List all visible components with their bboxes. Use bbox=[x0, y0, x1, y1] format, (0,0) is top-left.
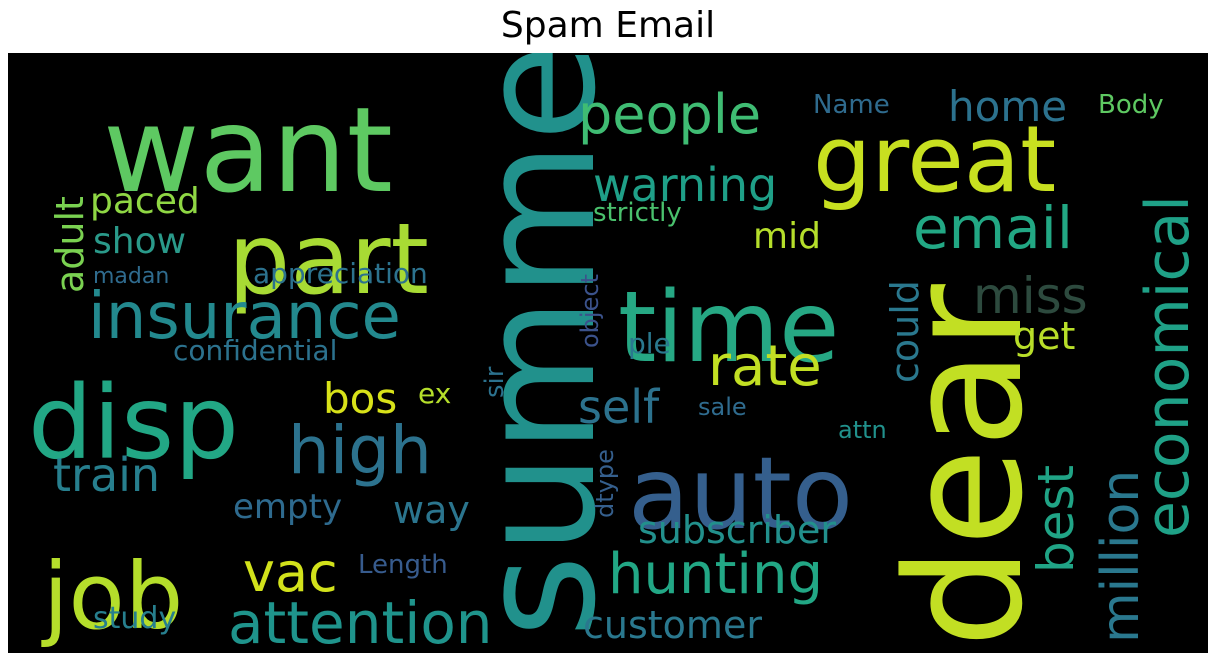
word-attention: attention bbox=[228, 589, 493, 653]
word-insurance: insurance bbox=[88, 280, 401, 354]
word-million: million bbox=[1091, 470, 1151, 643]
word-warning: warning bbox=[593, 158, 777, 212]
word-cloud-canvas: want summer dear great part time disp auto job in… bbox=[8, 53, 1208, 653]
word-email: email bbox=[913, 194, 1073, 262]
word-job: job bbox=[41, 543, 183, 650]
word-ex: ex bbox=[418, 377, 451, 410]
word-show: show bbox=[93, 221, 186, 262]
word-great: great bbox=[813, 106, 1056, 213]
word-madan: madan bbox=[93, 264, 169, 289]
chart-title: Spam Email bbox=[500, 5, 716, 46]
word-subscriber: subscriber bbox=[638, 508, 836, 552]
word-attn: attn bbox=[838, 416, 887, 444]
word-could: could bbox=[883, 280, 927, 383]
word-length: Length bbox=[358, 550, 448, 580]
word-sale: sale bbox=[698, 393, 747, 421]
word-self: self bbox=[578, 380, 661, 434]
word-mid: mid bbox=[753, 216, 821, 257]
word-dtype: dtype bbox=[591, 449, 619, 518]
word-economical: economical bbox=[1133, 195, 1203, 538]
word-ple: ple bbox=[628, 327, 671, 360]
word-high: high bbox=[288, 412, 432, 489]
word-sir: sir bbox=[480, 366, 510, 398]
word-rate: rate bbox=[708, 334, 822, 399]
word-body: Body bbox=[1098, 90, 1164, 120]
word-object: object bbox=[576, 274, 604, 348]
word-people: people bbox=[578, 83, 761, 146]
word-get: get bbox=[1013, 314, 1075, 358]
word-bos: bos bbox=[323, 374, 397, 423]
word-auto: auto bbox=[628, 435, 853, 552]
word-train: train bbox=[53, 448, 160, 502]
word-cloud-svg: want summer dear great part time disp auto job in… bbox=[28, 53, 1203, 653]
word-vac: vac bbox=[243, 541, 338, 604]
word-empty: empty bbox=[233, 487, 342, 527]
word-appreciation: appreciation bbox=[253, 257, 428, 290]
word-home: home bbox=[948, 82, 1067, 131]
word-time: time bbox=[618, 271, 839, 385]
word-dear: dear bbox=[871, 284, 1058, 648]
word-hunting: hunting bbox=[608, 542, 823, 607]
word-name: Name bbox=[813, 90, 890, 120]
word-confidential: confidential bbox=[173, 334, 337, 367]
word-adult: adult bbox=[48, 196, 92, 293]
word-study: study bbox=[93, 601, 176, 636]
word-disp: disp bbox=[28, 364, 239, 483]
word-customer: customer bbox=[583, 603, 762, 647]
word-part: part bbox=[228, 203, 429, 317]
word-strictly: strictly bbox=[593, 198, 682, 228]
word-best: best bbox=[1027, 465, 1085, 573]
word-way: way bbox=[393, 488, 470, 532]
word-want: want bbox=[103, 81, 393, 219]
word-miss: miss bbox=[973, 267, 1088, 325]
word-paced: paced bbox=[90, 181, 200, 222]
word-summer: summer bbox=[444, 53, 631, 638]
